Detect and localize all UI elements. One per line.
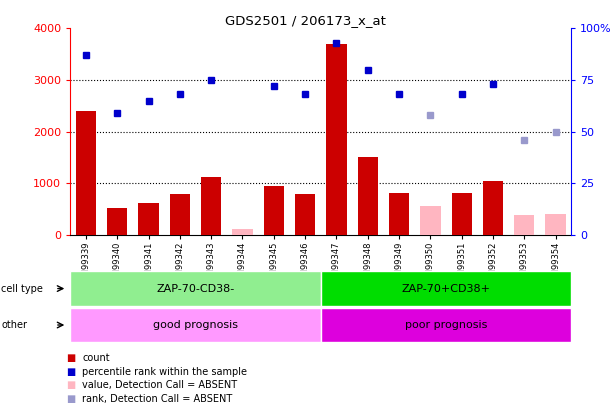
Bar [138, 203, 159, 235]
Bar [389, 192, 409, 235]
Text: cell type: cell type [1, 284, 43, 294]
Bar [326, 44, 346, 235]
Bar [295, 194, 315, 235]
Text: ZAP-70+CD38+: ZAP-70+CD38+ [401, 284, 491, 294]
Bar [321, 271, 571, 306]
Bar [170, 194, 190, 235]
Text: good prognosis: good prognosis [153, 320, 238, 330]
Text: ■: ■ [65, 367, 75, 377]
Text: ZAP-70-CD38-: ZAP-70-CD38- [156, 284, 235, 294]
Text: other: other [1, 320, 27, 330]
Bar [483, 181, 503, 235]
Text: count: count [82, 354, 110, 363]
Bar [70, 308, 321, 342]
Text: poor prognosis: poor prognosis [405, 320, 487, 330]
Bar [263, 186, 284, 235]
Bar [420, 206, 441, 235]
Bar [357, 158, 378, 235]
Bar [201, 177, 221, 235]
Bar [321, 308, 571, 342]
Text: value, Detection Call = ABSENT: value, Detection Call = ABSENT [82, 380, 238, 390]
Bar [76, 111, 96, 235]
Text: rank, Detection Call = ABSENT: rank, Detection Call = ABSENT [82, 394, 233, 403]
Text: ■: ■ [65, 380, 75, 390]
Text: GDS2501 / 206173_x_at: GDS2501 / 206173_x_at [225, 14, 386, 27]
Text: ■: ■ [65, 354, 75, 363]
Bar [70, 271, 321, 306]
Bar [514, 215, 535, 235]
Bar [546, 214, 566, 235]
Bar [232, 229, 253, 235]
Text: ■: ■ [65, 394, 75, 403]
Bar [107, 208, 128, 235]
Text: percentile rank within the sample: percentile rank within the sample [82, 367, 247, 377]
Bar [452, 192, 472, 235]
